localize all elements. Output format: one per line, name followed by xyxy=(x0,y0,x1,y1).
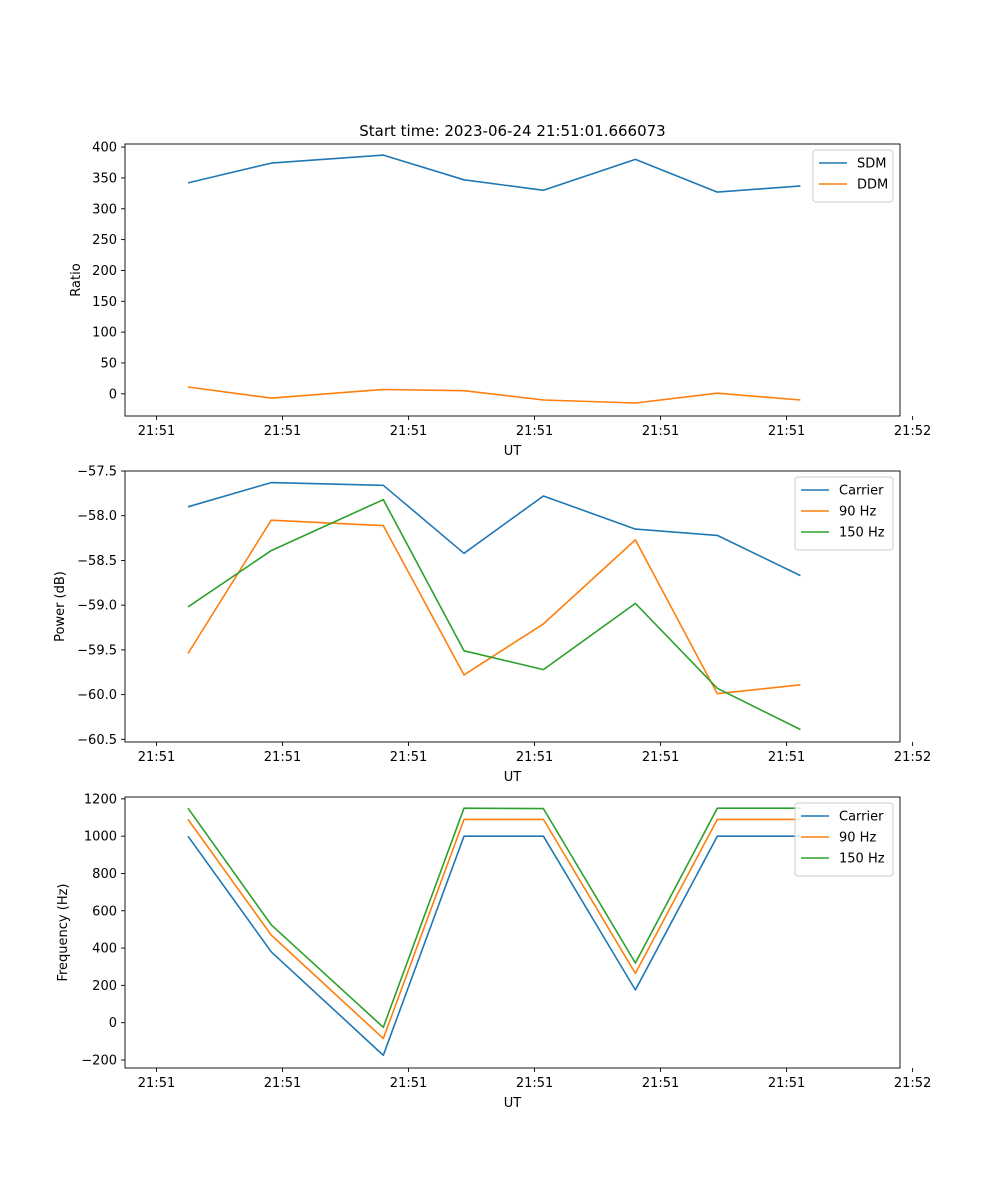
axes-frame xyxy=(124,796,901,1069)
y-axis-label: Ratio xyxy=(69,263,84,296)
x-tick-label: 21:51 xyxy=(516,1076,553,1091)
x-tick-label: 21:51 xyxy=(264,424,301,439)
series-line-ddm xyxy=(187,386,801,404)
x-tick-label: 21:51 xyxy=(138,750,175,765)
y-tick-label: −59.0 xyxy=(77,599,117,614)
x-tick-label: 21:51 xyxy=(516,424,553,439)
x-tick-label: 21:51 xyxy=(516,750,553,765)
legend-label-ddm: DDM xyxy=(857,178,888,193)
series-line-carrier xyxy=(187,835,801,1057)
x-tick-label: 21:51 xyxy=(642,1076,679,1091)
legend-label-90-hz: 90 Hz xyxy=(839,831,876,846)
series-line-90-hz xyxy=(187,519,801,695)
axes-frame xyxy=(124,143,901,417)
y-axis-label: Frequency (Hz) xyxy=(56,883,71,981)
x-tick-label: 21:52 xyxy=(894,424,931,439)
y-tick-label: −59.5 xyxy=(77,643,117,658)
y-tick-label: −57.5 xyxy=(77,465,117,480)
series-line-sdm xyxy=(187,154,801,193)
y-tick-label: 50 xyxy=(100,356,117,371)
x-tick-label: 21:51 xyxy=(138,1076,175,1091)
y-tick-label: 200 xyxy=(92,979,117,994)
y-tick-label: −60.5 xyxy=(77,733,117,748)
series-line-90-hz xyxy=(187,818,801,1040)
panels: 21:51 21:51 21:51 21:51 21:51 21:51 21:52 UT 0 50… xyxy=(53,141,931,1111)
x-tick-label: 21:51 xyxy=(390,424,427,439)
x-tick-label: 21:51 xyxy=(390,750,427,765)
legend: SDM DDM xyxy=(812,149,894,203)
y-tick-label: −200 xyxy=(81,1053,117,1068)
legend: Carrier 90 Hz 150 Hz xyxy=(794,802,894,877)
legend-label-150-hz: 150 Hz xyxy=(839,852,885,867)
y-tick-label: 100 xyxy=(92,326,117,341)
y-tick-label: 200 xyxy=(92,264,117,279)
x-axis-label: UT xyxy=(504,770,522,785)
legend-label-90-hz: 90 Hz xyxy=(839,505,876,520)
series-line-150-hz xyxy=(187,498,801,731)
x-axis-label: UT xyxy=(504,444,522,459)
y-tick-label: 300 xyxy=(92,202,117,217)
legend-label-carrier: Carrier xyxy=(839,484,884,499)
chart-panel-3: 21:51 21:51 21:51 21:51 21:51 21:51 21:52 UT −20… xyxy=(56,792,931,1111)
y-tick-label: 800 xyxy=(92,867,117,882)
x-tick-label: 21:51 xyxy=(642,750,679,765)
series-line-carrier xyxy=(187,481,801,577)
x-tick-label: 21:51 xyxy=(390,1076,427,1091)
y-tick-label: −60.0 xyxy=(77,688,117,703)
y-tick-label: 600 xyxy=(92,904,117,919)
y-tick-label: −58.5 xyxy=(77,554,117,569)
x-tick-label: 21:51 xyxy=(138,424,175,439)
legend: Carrier 90 Hz 150 Hz xyxy=(794,476,894,551)
chart-panel-2: 21:51 21:51 21:51 21:51 21:51 21:51 21:52 UT −60… xyxy=(53,465,931,786)
x-tick-label: 21:52 xyxy=(894,1076,931,1091)
series-line-150-hz xyxy=(187,807,801,1029)
legend-label-sdm: SDM xyxy=(857,157,886,172)
x-tick-label: 21:51 xyxy=(642,424,679,439)
y-tick-label: −58.0 xyxy=(77,509,117,524)
x-tick-label: 21:51 xyxy=(264,1076,301,1091)
y-tick-label: 350 xyxy=(92,171,117,186)
x-tick-label: 21:51 xyxy=(768,1076,805,1091)
axes-frame xyxy=(124,470,901,743)
x-tick-label: 21:51 xyxy=(768,424,805,439)
y-tick-label: 400 xyxy=(92,942,117,957)
y-tick-label: 400 xyxy=(92,141,117,156)
x-tick-label: 21:51 xyxy=(768,750,805,765)
chart-panel-1: 21:51 21:51 21:51 21:51 21:51 21:51 21:52 UT 0 50… xyxy=(69,141,931,459)
x-tick-label: 21:51 xyxy=(264,750,301,765)
legend-label-carrier: Carrier xyxy=(839,810,884,825)
y-tick-label: 150 xyxy=(92,295,117,310)
figure-title: Start time: 2023-06-24 21:51:01.666073 xyxy=(359,122,665,140)
y-axis-label: Power (dB) xyxy=(53,571,68,642)
y-tick-label: 250 xyxy=(92,233,117,248)
y-tick-label: 1000 xyxy=(84,830,117,845)
x-tick-label: 21:52 xyxy=(894,750,931,765)
x-axis-label: UT xyxy=(504,1096,522,1111)
y-tick-label: 0 xyxy=(109,387,117,402)
y-tick-label: 0 xyxy=(109,1016,117,1031)
y-tick-label: 1200 xyxy=(84,792,117,807)
legend-label-150-hz: 150 Hz xyxy=(839,526,885,541)
